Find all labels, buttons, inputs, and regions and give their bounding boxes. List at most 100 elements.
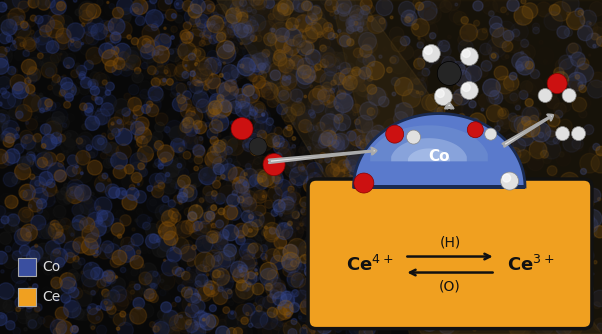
- Circle shape: [184, 187, 194, 197]
- Circle shape: [330, 216, 336, 221]
- Circle shape: [110, 32, 121, 43]
- Circle shape: [473, 1, 483, 11]
- Circle shape: [264, 176, 270, 183]
- Circle shape: [58, 134, 66, 142]
- Circle shape: [412, 291, 423, 301]
- Circle shape: [28, 93, 43, 109]
- Circle shape: [90, 323, 96, 329]
- Circle shape: [505, 55, 509, 58]
- Circle shape: [135, 122, 148, 134]
- Circle shape: [284, 39, 300, 55]
- Circle shape: [282, 107, 296, 122]
- Circle shape: [253, 14, 258, 19]
- Circle shape: [513, 243, 527, 257]
- Circle shape: [166, 172, 170, 177]
- Circle shape: [402, 168, 412, 178]
- Circle shape: [464, 235, 482, 253]
- Circle shape: [590, 272, 602, 287]
- Circle shape: [184, 146, 188, 149]
- Circle shape: [270, 255, 285, 270]
- Circle shape: [88, 79, 98, 90]
- Circle shape: [35, 116, 38, 119]
- Circle shape: [265, 53, 279, 67]
- Circle shape: [206, 42, 214, 50]
- Circle shape: [515, 105, 520, 110]
- Circle shape: [223, 31, 227, 35]
- Circle shape: [238, 256, 255, 272]
- Circle shape: [529, 115, 539, 125]
- Circle shape: [221, 22, 234, 34]
- Circle shape: [87, 17, 104, 33]
- Circle shape: [241, 100, 259, 118]
- Circle shape: [63, 150, 68, 156]
- Circle shape: [26, 226, 32, 232]
- Circle shape: [484, 157, 493, 166]
- Circle shape: [453, 122, 456, 124]
- Circle shape: [232, 0, 243, 7]
- Circle shape: [57, 15, 73, 31]
- Circle shape: [315, 145, 322, 152]
- Circle shape: [125, 47, 141, 63]
- Circle shape: [31, 215, 46, 230]
- Circle shape: [0, 48, 13, 65]
- Circle shape: [185, 266, 200, 281]
- Circle shape: [185, 219, 199, 232]
- Circle shape: [287, 125, 292, 131]
- Circle shape: [320, 256, 327, 263]
- Circle shape: [0, 27, 7, 33]
- Circle shape: [561, 81, 580, 101]
- Circle shape: [157, 145, 174, 162]
- Circle shape: [436, 90, 444, 98]
- Circle shape: [347, 244, 361, 258]
- Circle shape: [252, 121, 264, 133]
- Circle shape: [37, 0, 50, 10]
- Circle shape: [263, 62, 271, 69]
- Circle shape: [287, 238, 307, 258]
- Circle shape: [215, 238, 228, 251]
- Circle shape: [223, 72, 230, 79]
- Circle shape: [279, 222, 282, 226]
- Circle shape: [365, 122, 369, 126]
- Circle shape: [461, 283, 475, 296]
- Circle shape: [430, 136, 450, 156]
- Circle shape: [96, 306, 101, 310]
- Circle shape: [155, 122, 165, 132]
- Circle shape: [281, 197, 294, 210]
- Circle shape: [307, 124, 314, 132]
- Circle shape: [253, 118, 257, 122]
- Circle shape: [226, 225, 228, 227]
- Circle shape: [541, 255, 553, 268]
- Circle shape: [319, 2, 323, 7]
- Circle shape: [223, 265, 239, 281]
- Circle shape: [553, 282, 570, 299]
- Circle shape: [95, 113, 107, 125]
- Circle shape: [244, 64, 259, 80]
- Circle shape: [57, 225, 75, 243]
- Circle shape: [55, 219, 66, 229]
- Circle shape: [25, 300, 34, 309]
- Circle shape: [144, 289, 154, 299]
- Circle shape: [241, 265, 248, 272]
- Circle shape: [193, 146, 205, 157]
- Circle shape: [403, 110, 417, 124]
- Circle shape: [342, 3, 350, 11]
- Circle shape: [153, 326, 159, 332]
- Circle shape: [341, 161, 343, 163]
- Circle shape: [120, 311, 126, 317]
- Circle shape: [479, 259, 497, 278]
- Circle shape: [19, 187, 31, 199]
- Circle shape: [517, 261, 519, 264]
- Circle shape: [274, 50, 285, 61]
- Circle shape: [290, 89, 303, 102]
- Circle shape: [112, 252, 125, 265]
- Circle shape: [150, 226, 165, 240]
- Circle shape: [132, 0, 141, 9]
- Circle shape: [341, 240, 357, 256]
- Circle shape: [366, 247, 385, 266]
- Circle shape: [151, 283, 157, 290]
- Circle shape: [66, 166, 77, 177]
- Circle shape: [550, 309, 559, 318]
- Circle shape: [174, 0, 184, 9]
- Circle shape: [282, 230, 290, 237]
- Circle shape: [515, 233, 530, 248]
